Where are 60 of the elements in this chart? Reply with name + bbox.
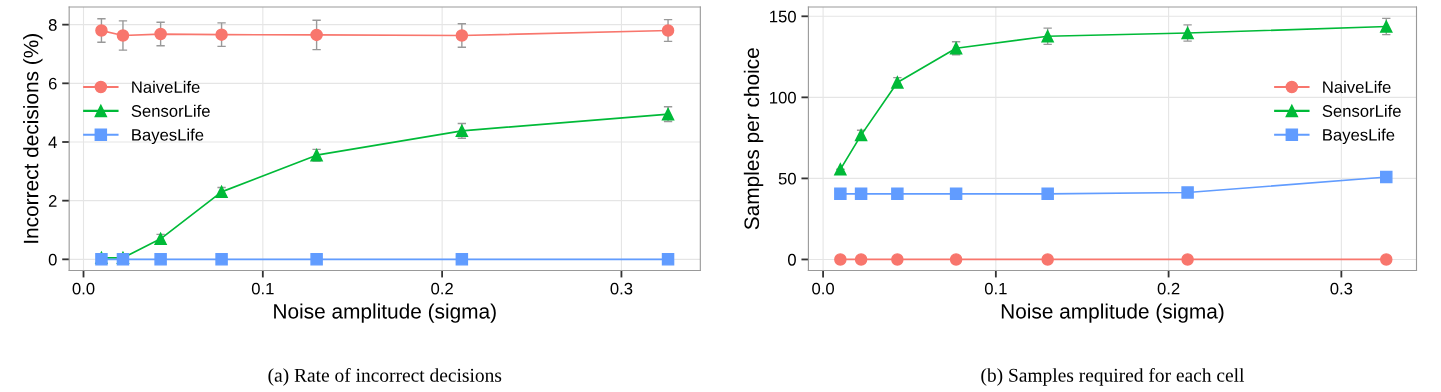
- point: [834, 163, 847, 176]
- legend-label: NaiveLife: [132, 80, 200, 94]
- legend-label: SensorLife: [1322, 104, 1401, 117]
- point: [455, 253, 469, 266]
- y-axis-title: Incorrect decisions (%): [23, 34, 43, 243]
- y-tick-label: 0: [787, 253, 796, 266]
- point: [949, 253, 963, 266]
- point: [310, 28, 323, 42]
- legend-label: BayesLife: [132, 128, 204, 145]
- point: [891, 76, 904, 89]
- y-tick-label: 50: [778, 172, 796, 185]
- y-tick-label: 2: [48, 195, 57, 207]
- point: [1181, 253, 1194, 266]
- point: [154, 27, 167, 41]
- y-tick-label: 6: [48, 77, 57, 90]
- point: [1041, 187, 1054, 201]
- point: [154, 232, 167, 246]
- x-tick-label: 0.0: [812, 282, 835, 295]
- point: [1380, 253, 1393, 266]
- y-tick-label: 0: [48, 253, 57, 266]
- legend-label: SensorLife: [131, 104, 210, 117]
- y-tick-label: 8: [48, 19, 57, 31]
- point: [1380, 170, 1393, 184]
- point: [154, 253, 167, 266]
- point: [1181, 186, 1194, 199]
- point: [215, 253, 228, 266]
- point: [854, 187, 868, 201]
- point: [854, 253, 868, 266]
- point: [215, 28, 228, 41]
- x-tick-label: 0.1: [984, 282, 1007, 295]
- x-tick-label: 0.3: [610, 282, 633, 295]
- text: (a) Rate of incorrect decisions: [268, 367, 502, 386]
- x-tick-label: 0.2: [1157, 282, 1180, 295]
- x-tick-label: 0.3: [1330, 282, 1353, 295]
- point: [455, 29, 469, 42]
- point: [949, 187, 963, 201]
- point: [116, 29, 130, 42]
- point: [215, 185, 228, 199]
- y-tick-label: 100: [770, 91, 796, 104]
- x-tick-label: 0.1: [251, 282, 274, 295]
- x-tick-label: 0.2: [431, 282, 453, 295]
- text: (b) Samples required for each cell: [981, 367, 1245, 386]
- legend-label: BayesLife: [1323, 128, 1395, 145]
- point: [854, 128, 868, 142]
- x-axis-title: Noise amplitude (sigma): [1001, 303, 1224, 323]
- point: [1041, 253, 1054, 266]
- point: [95, 24, 108, 37]
- y-tick-label: 4: [48, 136, 57, 149]
- point: [310, 253, 323, 266]
- point: [891, 187, 904, 201]
- point: [834, 187, 847, 201]
- point: [834, 253, 847, 266]
- x-tick-label: 0.0: [72, 282, 95, 295]
- y-axis-title: Samples per choice: [743, 48, 764, 230]
- point: [891, 253, 904, 266]
- point: [661, 253, 675, 266]
- x-axis-title: Noise amplitude (sigma): [274, 303, 496, 323]
- point: [661, 24, 675, 37]
- y-tick-label: 150: [770, 10, 796, 23]
- legend-label: NaiveLife: [1323, 80, 1391, 94]
